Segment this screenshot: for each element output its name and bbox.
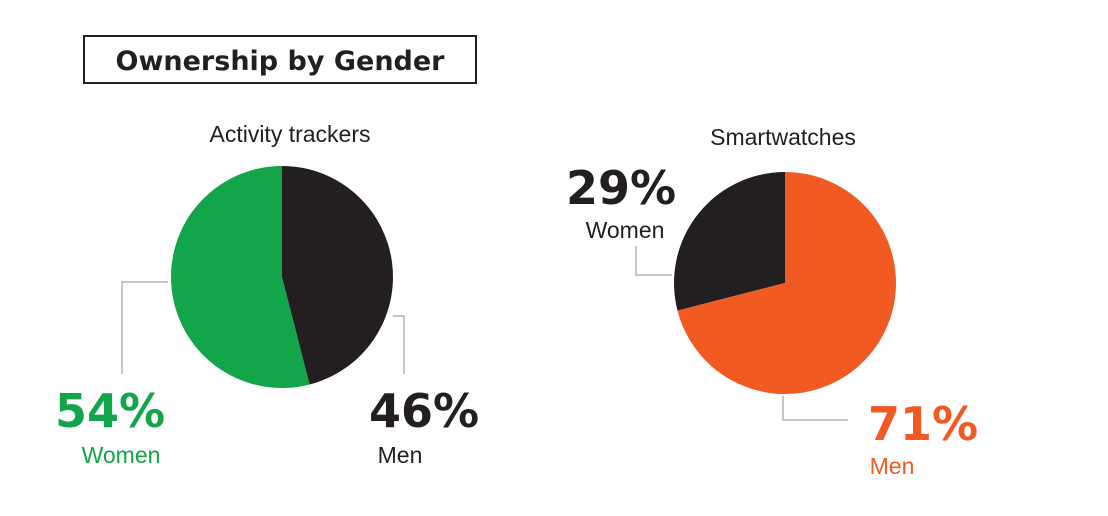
- pct-activity-men: 46%: [369, 384, 479, 438]
- leader-line-smartwatch-men: [782, 396, 848, 421]
- chart-title-box: Ownership by Gender: [83, 35, 477, 84]
- pct-activity-women: 54%: [55, 384, 165, 438]
- leader-line-activity-women: [121, 281, 168, 374]
- label-activity-men: Men: [378, 442, 423, 468]
- title-frame: [83, 35, 477, 84]
- pie-title-activity-trackers: Activity trackers: [209, 121, 370, 147]
- pct-smartwatch-men: 71%: [868, 397, 978, 451]
- chart-title: Ownership by Gender: [116, 46, 446, 77]
- slice-smartwatch-men: [677, 172, 897, 395]
- pct-smartwatch-women: 29%: [566, 161, 676, 215]
- label-activity-women: Women: [82, 442, 161, 468]
- pie-activity-trackers: Activity trackers 54% Women 46% Men: [55, 121, 479, 468]
- pie-smartwatches: Smartwatches 29% Women 71% Men: [566, 124, 978, 479]
- slice-activity-women: [170, 166, 310, 388]
- slice-activity-men: [282, 166, 393, 385]
- leader-line-smartwatch-women: [635, 246, 672, 276]
- leader-line-activity-men: [393, 315, 405, 374]
- label-smartwatch-women: Women: [586, 217, 665, 243]
- label-smartwatch-men: Men: [870, 453, 915, 479]
- slice-smartwatch-women: [674, 172, 785, 311]
- pie-title-smartwatches: Smartwatches: [710, 124, 856, 150]
